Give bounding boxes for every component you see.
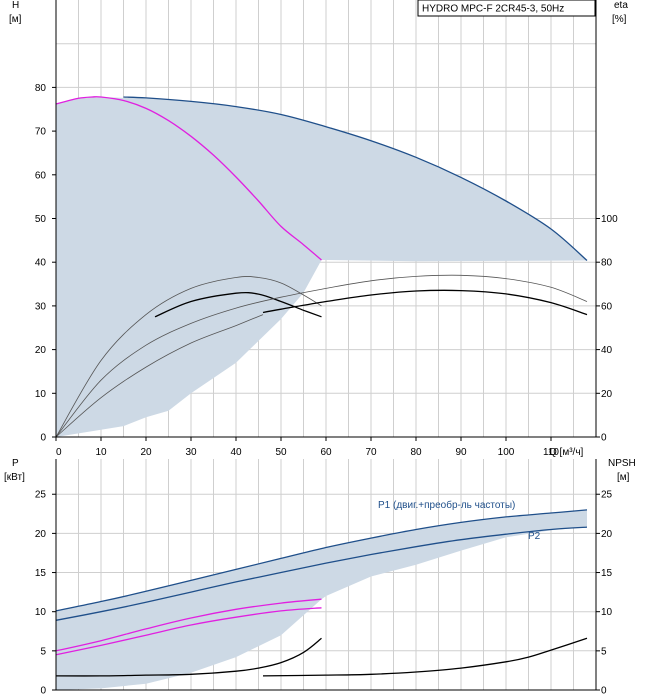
y-right-tick-label: 40: [601, 345, 613, 356]
y-left-tick-label: 20: [35, 345, 47, 356]
y-left-tick-label: 10: [35, 389, 47, 400]
p-tick-label: 25: [35, 490, 47, 501]
npsh-tick-label: 20: [601, 529, 613, 540]
p-tick-label: 10: [35, 607, 47, 618]
npsh-total-curve: [262, 637, 588, 677]
eta-single-grey-curve: [55, 276, 322, 438]
y-left-bottom-unit: [кВт]: [4, 472, 25, 483]
x-tick-label: 110: [543, 447, 559, 458]
p-tick-label: 5: [40, 646, 46, 657]
power-area-band: [56, 509, 587, 690]
annotation-p2: P2: [528, 531, 541, 542]
annotation-p1: P1 (двиг.+преобр-ль частоты): [378, 499, 515, 511]
x-tick-label: 20: [140, 447, 152, 458]
head-envelope-curve: [123, 96, 588, 261]
p2-total-curve: [55, 526, 588, 621]
p1-total-curve: [55, 509, 588, 612]
y-left-tick-label: 60: [35, 170, 47, 181]
curves: [55, 96, 588, 677]
npsh-tick-label: 5: [601, 646, 607, 657]
x-tick-label: 100: [498, 447, 515, 458]
x-tick-label: 80: [410, 447, 422, 458]
y-left-top-label: H: [12, 0, 19, 11]
y-right-bottom-label: NPSH: [608, 458, 636, 469]
x-axis-label: Q [м³/ч]: [549, 447, 584, 458]
y-left-tick-label: 50: [35, 214, 47, 225]
y-right-top-unit: [%]: [612, 14, 627, 25]
x-tick-label: 0: [56, 447, 62, 458]
y-left-tick-label: 0: [40, 433, 46, 444]
npsh-tick-label: 15: [601, 568, 613, 579]
y-right-tick-label: 0: [601, 433, 607, 444]
y-left-bottom-label: P: [12, 458, 19, 469]
y-right-tick-label: 80: [601, 258, 613, 269]
axes: [52, 0, 600, 691]
eta-single-black-curve: [154, 291, 322, 318]
title-box: HYDRO MPC-F 2CR45-3, 50Hz: [417, 0, 596, 17]
eta-total-black-curve: [262, 289, 588, 316]
npsh-tick-label: 25: [601, 490, 613, 501]
x-tick-label: 50: [275, 447, 287, 458]
y-left-tick-label: 40: [35, 258, 47, 269]
npsh-tick-label: 10: [601, 607, 613, 618]
x-tick-label: 30: [185, 447, 197, 458]
p-tick-label: 20: [35, 529, 47, 540]
x-tick-label: 10: [95, 447, 107, 458]
y-right-bottom-unit: [м]: [617, 472, 630, 483]
tick-labels: 0 10 20 30 40 50 60 70 80 90 100 110010203040506070…: [35, 83, 618, 697]
y-right-tick-label: 20: [601, 389, 613, 400]
x-tick-label: 90: [455, 447, 467, 458]
p2-single-curve: [55, 607, 322, 656]
head-area-band: [56, 97, 587, 437]
y-left-tick-label: 30: [35, 301, 47, 312]
y-left-tick-label: 70: [35, 127, 47, 138]
y-left-top-unit: [м]: [9, 14, 22, 25]
y-right-top-label: eta: [614, 0, 628, 11]
x-tick-label: 60: [320, 447, 332, 458]
npsh-tick-label: 0: [601, 686, 607, 697]
title-frame: [417, 0, 596, 17]
p1-single-curve: [55, 598, 322, 652]
eta-total-grey-curve: [55, 274, 588, 438]
x-tick-label: 40: [230, 447, 242, 458]
eta-total-grey-lower-curve: [55, 314, 264, 438]
y-right-tick-label: 100: [601, 214, 618, 225]
head-single-curve: [55, 96, 322, 261]
p-tick-label: 0: [40, 686, 46, 697]
npsh-single-curve: [55, 637, 322, 677]
x-tick-label: 70: [365, 447, 377, 458]
chart-title: HYDRO MPC-F 2CR45-3, 50Hz: [422, 4, 564, 15]
y-left-tick-label: 80: [35, 83, 47, 94]
y-right-tick-label: 60: [601, 301, 613, 312]
operating-areas: [56, 97, 587, 690]
p-tick-label: 15: [35, 568, 47, 579]
